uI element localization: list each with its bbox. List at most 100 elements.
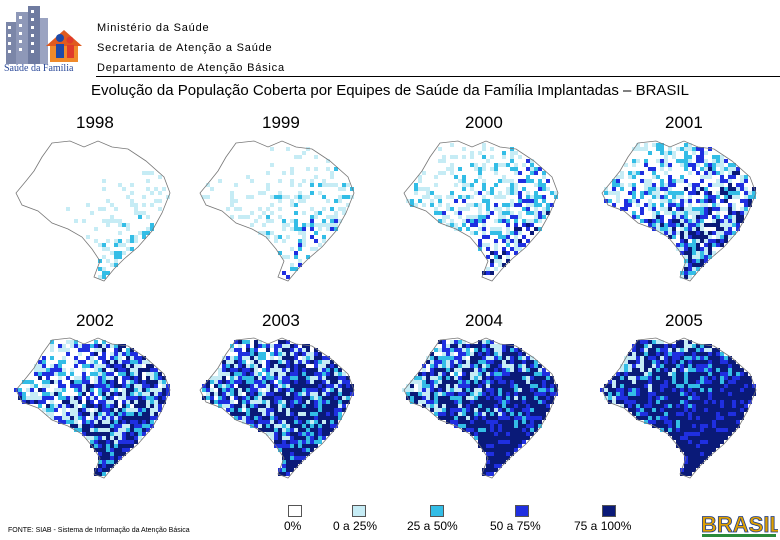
municipality-cell: [664, 155, 668, 159]
municipality-cell: [334, 392, 338, 396]
municipality-cell: [230, 195, 234, 199]
municipality-cell: [98, 440, 102, 444]
municipality-cell: [446, 420, 450, 424]
municipality-cell: [530, 231, 534, 235]
municipality-cell: [250, 388, 254, 392]
municipality-cell: [206, 183, 210, 187]
municipality-cell: [278, 195, 282, 199]
municipality-cell: [214, 380, 218, 384]
municipality-cell: [118, 448, 122, 452]
municipality-cell: [732, 424, 736, 428]
municipality-cell: [700, 155, 704, 159]
municipality-cell: [298, 440, 302, 444]
municipality-cell: [334, 219, 338, 223]
municipality-cell: [282, 344, 286, 348]
municipality-cell: [126, 448, 130, 452]
municipality-cell: [494, 267, 498, 271]
municipality-cell: [652, 384, 656, 388]
municipality-cell: [298, 420, 302, 424]
municipality-cell: [470, 163, 474, 167]
municipality-cell: [672, 372, 676, 376]
municipality-cell: [430, 191, 434, 195]
municipality-cell: [680, 147, 684, 151]
municipality-cell: [728, 227, 732, 231]
municipality-cell: [290, 468, 294, 472]
municipality-cell: [530, 219, 534, 223]
municipality-cell: [298, 368, 302, 372]
municipality-cell: [660, 400, 664, 404]
municipality-cell: [478, 203, 482, 207]
municipality-cell: [310, 360, 314, 364]
municipality-cell: [514, 376, 518, 380]
municipality-cell: [426, 195, 430, 199]
municipality-cell: [114, 263, 118, 267]
municipality-cell: [490, 372, 494, 376]
municipality-cell: [302, 456, 306, 460]
municipality-cell: [294, 420, 298, 424]
municipality-cell: [162, 376, 166, 380]
municipality-cell: [736, 219, 740, 223]
municipality-cell: [230, 360, 234, 364]
municipality-cell: [644, 147, 648, 151]
municipality-cell: [636, 408, 640, 412]
municipality-cell: [118, 384, 122, 388]
municipality-cell: [700, 223, 704, 227]
municipality-cell: [118, 251, 122, 255]
municipality-cell: [494, 412, 498, 416]
municipality-cell: [724, 408, 728, 412]
municipality-cell: [680, 396, 684, 400]
municipality-cell: [250, 368, 254, 372]
municipality-cell: [498, 191, 502, 195]
municipality-cell: [534, 396, 538, 400]
municipality-cell: [438, 404, 442, 408]
municipality-cell: [688, 191, 692, 195]
municipality-cell: [38, 364, 42, 368]
municipality-cell: [326, 404, 330, 408]
municipality-cell: [624, 376, 628, 380]
municipality-cell: [534, 191, 538, 195]
municipality-cells: [402, 340, 558, 476]
municipality-cell: [442, 372, 446, 376]
municipality-cell: [736, 372, 740, 376]
municipality-cell: [98, 356, 102, 360]
municipality-cell: [522, 372, 526, 376]
municipality-cell: [514, 223, 518, 227]
municipality-cell: [624, 207, 628, 211]
municipality-cell: [406, 392, 410, 396]
municipality-cell: [70, 416, 74, 420]
municipality-cell: [470, 155, 474, 159]
municipality-cell: [458, 344, 462, 348]
municipality-cell: [526, 191, 530, 195]
municipality-cell: [290, 348, 294, 352]
municipality-cell: [250, 372, 254, 376]
municipality-cell: [736, 388, 740, 392]
municipality-cell: [470, 396, 474, 400]
municipality-cell: [494, 460, 498, 464]
municipality-cell: [314, 420, 318, 424]
municipality-cell: [526, 396, 530, 400]
municipality-cell: [294, 348, 298, 352]
municipality-cell: [82, 412, 86, 416]
municipality-cell: [322, 392, 326, 396]
municipality-cell: [656, 416, 660, 420]
municipality-cell: [110, 456, 114, 460]
municipality-cell: [656, 219, 660, 223]
municipality-cell: [430, 396, 434, 400]
municipality-cell: [704, 360, 708, 364]
municipality-cell: [94, 239, 98, 243]
municipality-cell: [254, 340, 258, 344]
municipality-cell: [538, 424, 542, 428]
municipality-cell: [526, 203, 530, 207]
municipality-cell: [158, 191, 162, 195]
municipality-cell: [438, 408, 442, 412]
municipality-cell: [34, 400, 38, 404]
municipality-cell: [206, 396, 210, 400]
municipality-cell: [114, 416, 118, 420]
municipality-cell: [482, 179, 486, 183]
municipality-cell: [90, 432, 94, 436]
municipality-cell: [130, 203, 134, 207]
municipality-cell: [450, 420, 454, 424]
municipality-cell: [648, 388, 652, 392]
municipality-cell: [534, 171, 538, 175]
municipality-cell: [282, 372, 286, 376]
